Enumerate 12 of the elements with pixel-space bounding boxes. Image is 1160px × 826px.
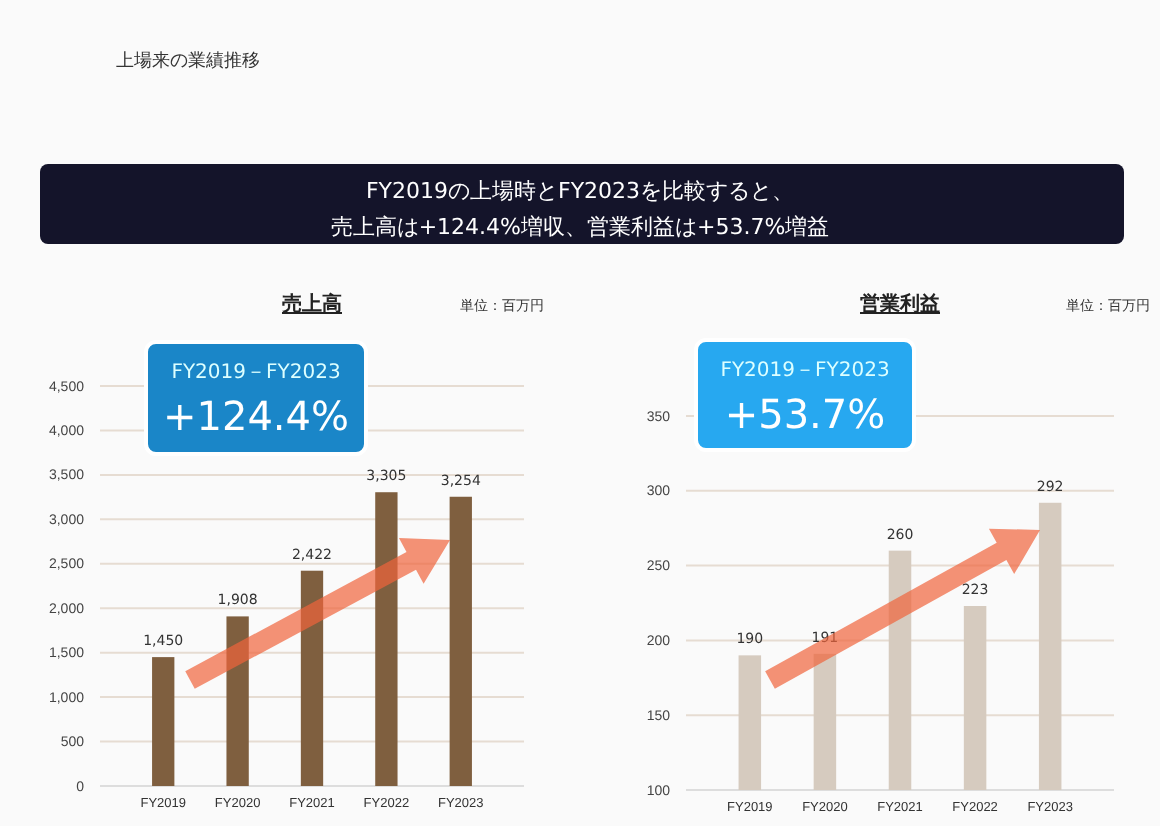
bar: [152, 657, 175, 786]
annotation: +53.7%: [724, 390, 886, 438]
text: 上場来の業績推移: [116, 50, 260, 72]
text: FY2019－FY2023: [171, 362, 341, 384]
text: FY2019の上場時とFY2023を比較すると、: [365, 178, 795, 204]
bar: [449, 496, 472, 786]
annotation: +124.4%: [162, 392, 350, 440]
chart-title: 営業利益: [860, 292, 940, 316]
bar: [375, 492, 398, 786]
text: FY2019－FY2023: [720, 360, 890, 382]
text: 売上高は+124.4%増収、営業利益は+53.7%増益: [330, 214, 830, 240]
chart-title: 売上高: [282, 292, 342, 316]
